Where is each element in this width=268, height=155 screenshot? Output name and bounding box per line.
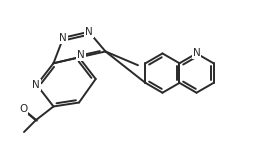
Text: O: O xyxy=(19,104,27,114)
Text: N: N xyxy=(32,80,40,90)
Text: N: N xyxy=(59,33,67,43)
Text: N: N xyxy=(85,27,93,37)
Text: N: N xyxy=(77,50,85,60)
Text: N: N xyxy=(193,49,200,58)
